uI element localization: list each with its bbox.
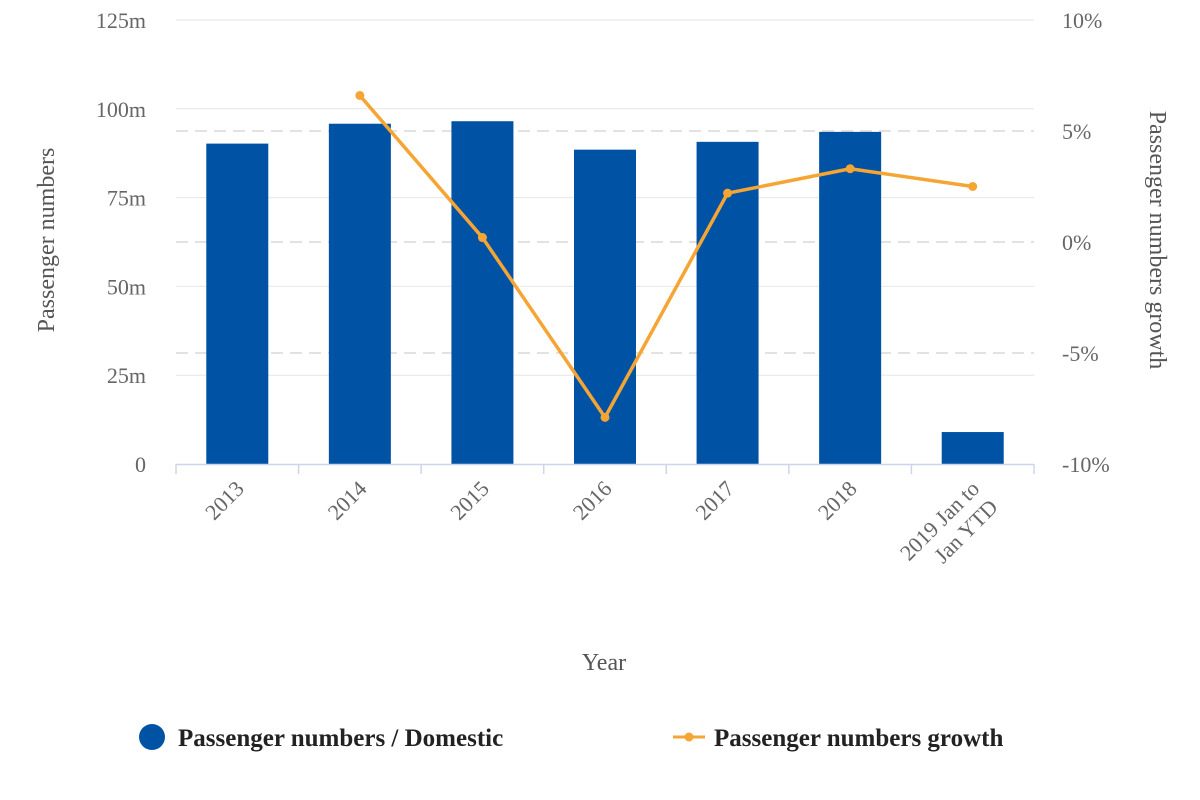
y-right-tick-label: 5% [1062, 119, 1091, 144]
x-tick-label: 2018 [813, 476, 862, 525]
legend-marker-dot [684, 732, 694, 742]
growth-line [358, 94, 973, 420]
y-tick-label: 75m [107, 186, 146, 211]
y-axis-right-title: Passenger numbers growth [1144, 111, 1170, 370]
y-tick-label: 0 [135, 452, 146, 477]
legend: Passenger numbers / Domestic Passenger n… [139, 724, 1003, 752]
x-axis-ticks: 2013 2014 2015 2016 2017 2018 2019 Jan toJan Y… [200, 476, 1003, 584]
bar-0 [206, 143, 269, 464]
x-tick-label-line: 2017 [690, 476, 739, 525]
x-tick-label-line: 2014 [323, 476, 372, 525]
x-tick-label: 2017 [690, 476, 739, 525]
x-tick-label: 2019 Jan toJan YTD [895, 476, 1003, 584]
y-right-tick-label: -5% [1062, 341, 1099, 366]
y-tick-label: 25m [107, 363, 146, 388]
x-tick-label: 2014 [323, 476, 372, 525]
axes [175, 463, 1035, 474]
legend-label-domestic: Passenger numbers / Domestic [178, 725, 503, 752]
growth-point-4 [845, 164, 855, 174]
x-axis-title: Year [582, 650, 626, 676]
y-right-tick-label: 10% [1062, 8, 1102, 33]
left-axis-ticks: 0 25m 50m 75m 100m 125m [96, 8, 146, 477]
bar-5 [819, 131, 882, 464]
x-tick-label: 2015 [445, 476, 494, 525]
growth-point-5 [968, 182, 978, 191]
legend-label-growth: Passenger numbers growth [714, 725, 1003, 752]
y-tick-label: 100m [96, 97, 146, 122]
legend-marker-bar [139, 724, 165, 750]
x-tick-label: 2016 [568, 476, 617, 525]
y-tick-label: 50m [107, 274, 146, 299]
growth-point-0 [355, 90, 365, 100]
bar-6 [941, 432, 1004, 464]
x-tick-label-line: 2016 [568, 476, 617, 525]
bar-1 [328, 123, 391, 465]
x-tick-label-line: 2018 [813, 476, 862, 525]
x-tick-label-line: 2015 [445, 476, 494, 525]
y-axis-title: Passenger numbers [34, 148, 60, 333]
growth-point-1 [477, 233, 487, 243]
x-tick-label: 2013 [200, 476, 249, 525]
bar-3 [574, 149, 636, 464]
growth-point-3 [723, 188, 733, 198]
right-axis-ticks: -10% -5% 0% 5% 10% [1062, 8, 1110, 477]
y-right-tick-label: 0% [1062, 230, 1091, 255]
bar-series [206, 121, 1004, 465]
x-tick-label-line: 2013 [200, 476, 249, 525]
bar-2 [451, 121, 514, 465]
line-series [355, 90, 978, 422]
y-right-tick-label: -10% [1062, 452, 1110, 477]
growth-point-2 [600, 412, 610, 422]
legend-item-domestic[interactable]: Passenger numbers / Domestic [139, 724, 503, 752]
legend-item-growth[interactable]: Passenger numbers growth [673, 725, 1003, 752]
y-tick-label: 125m [96, 8, 146, 33]
